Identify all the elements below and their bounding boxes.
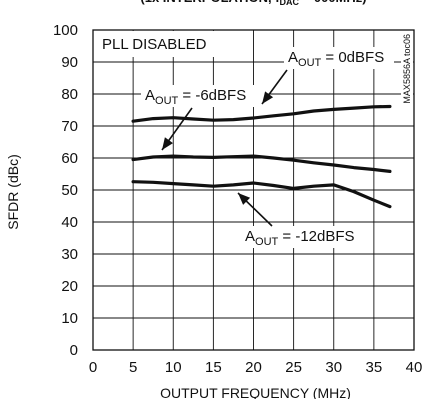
series-line-1 — [131, 104, 392, 123]
label-arrows — [161, 69, 288, 227]
series-label-1: AOUT = 0dBFS — [288, 49, 384, 69]
series-label-bg — [241, 226, 357, 248]
y-tick-label: 80 — [61, 86, 78, 103]
pll-disabled-box: PLL DISABLED — [94, 31, 222, 57]
toc-label: MAX5856A toc06 — [402, 34, 412, 104]
y-tick-label: 40 — [61, 214, 78, 231]
x-tick-label: 30 — [325, 359, 342, 376]
series-label-bg — [284, 47, 394, 69]
gridlines — [93, 30, 414, 350]
series-label-2: AOUT = -6dBFS — [145, 87, 246, 107]
y-tick-label: 90 — [61, 54, 78, 71]
series-lines — [131, 104, 392, 209]
chart-title: (1x INTERPOLATION, fDAC = 000MHz) — [140, 0, 366, 7]
label-arrow-head — [262, 91, 274, 104]
x-tick-label: 25 — [285, 359, 302, 376]
series-label-3: AOUT = -12dBFS — [245, 228, 355, 248]
chart-title-text: (1x INTERPOLATION, fDAC = 000MHz) — [140, 0, 366, 7]
y-tick-label: 100 — [53, 22, 78, 39]
label-arrow-head — [238, 193, 251, 205]
pll-disabled-label: PLL DISABLED — [102, 36, 207, 53]
y-tick-label: 70 — [61, 118, 78, 135]
y-tick-label: 30 — [61, 246, 78, 263]
x-tick-label: 40 — [406, 359, 423, 376]
y-tick-label: 20 — [61, 278, 78, 295]
y-tick-label: 0 — [70, 342, 78, 359]
x-axis-title: OUTPUT FREQUENCY (MHz) — [160, 385, 351, 399]
series-label-bg — [141, 85, 265, 107]
label-arrow-head — [162, 137, 173, 150]
x-tick-labels: 0 5 10 15 20 25 30 35 40 — [89, 359, 423, 376]
y-tick-label: 50 — [61, 182, 78, 199]
y-tick-label: 10 — [61, 310, 78, 327]
side-label: MAX5856A toc06 — [401, 32, 413, 104]
x-tick-label: 5 — [129, 359, 137, 376]
x-tick-label: 35 — [366, 359, 383, 376]
series-line-3 — [131, 180, 392, 209]
y-tick-label: 60 — [61, 150, 78, 167]
series-labels: AOUT = 0dBFS AOUT = -6dBFS AOUT = -12dBFS — [141, 47, 394, 248]
x-tick-label: 10 — [165, 359, 182, 376]
y-axis-title: SFDR (dBc) — [5, 154, 21, 229]
y-tick-labels: 0 10 20 30 40 50 60 70 80 90 100 — [53, 22, 78, 359]
x-tick-label: 20 — [245, 359, 262, 376]
x-tick-label: 15 — [205, 359, 222, 376]
series-line-2 — [131, 154, 392, 173]
x-tick-label: 0 — [89, 359, 97, 376]
